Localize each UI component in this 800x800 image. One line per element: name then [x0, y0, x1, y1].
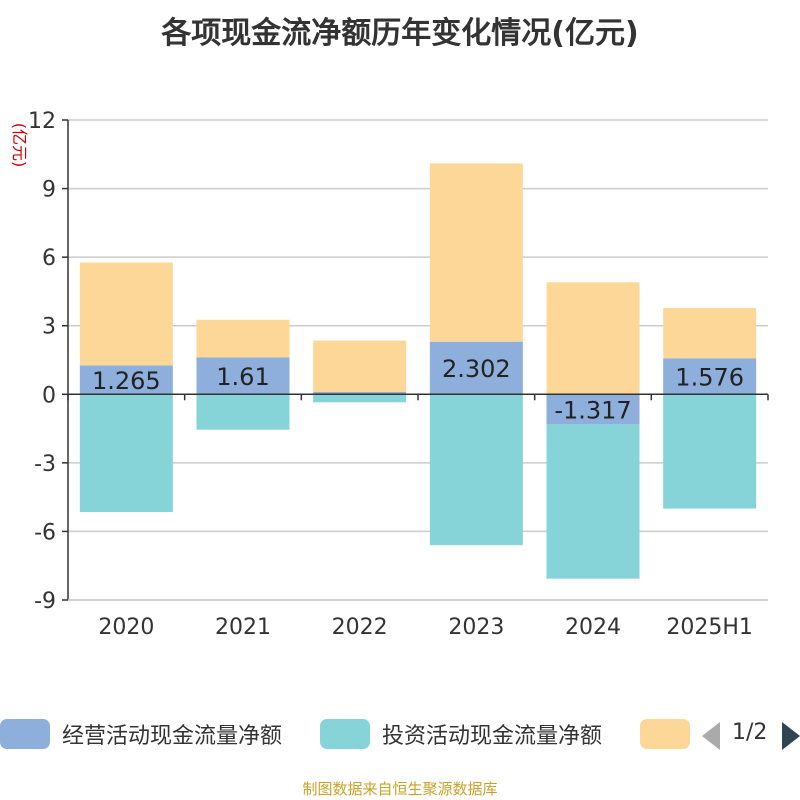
- x-tick-label: 2021: [215, 615, 271, 640]
- data-source-note: 制图数据来自恒生聚源数据库: [302, 780, 498, 798]
- bar-investing: [196, 394, 290, 430]
- legend-swatch-operating: [0, 719, 50, 749]
- bar-financing: [196, 319, 290, 358]
- legend-item-investing[interactable]: 投资活动现金流量净额: [320, 714, 602, 754]
- bar-operating: [313, 392, 407, 395]
- x-tick-label: 2024: [565, 615, 621, 640]
- bar-financing: [79, 262, 173, 366]
- bar-operating: [429, 341, 523, 395]
- bar-data-label: -1.317: [554, 396, 631, 424]
- y-tick-label: -6: [34, 520, 56, 545]
- bar-financing: [429, 163, 523, 342]
- bar-investing: [546, 424, 640, 579]
- y-tick-label: 9: [42, 178, 56, 203]
- y-axis-title: (亿元): [10, 123, 29, 168]
- bar-operating: [196, 357, 290, 395]
- bar-investing: [663, 394, 757, 509]
- bar-data-label: 2.302: [442, 355, 511, 383]
- x-tick-label: 2023: [448, 615, 504, 640]
- x-tick-label: 2020: [98, 615, 154, 640]
- y-tick-label: -3: [34, 452, 56, 477]
- legend-swatch-investing: [320, 719, 370, 749]
- bar-financing: [313, 340, 407, 392]
- y-tick-label: 0: [42, 383, 56, 408]
- legend-label-operating: 经营活动现金流量净额: [62, 724, 283, 749]
- bar-data-label: 1.61: [216, 363, 269, 391]
- chart-plot: 12 9 6 3 0 -3 -6 -9 (亿元) 1.265 1.61 2.302 -1.317 1.57…: [10, 109, 769, 640]
- legend-item-operating[interactable]: 经营活动现金流量净额: [0, 714, 282, 754]
- bar-investing: [429, 394, 523, 546]
- y-tick-label: 6: [42, 246, 56, 271]
- legend-prev-page-icon[interactable]: [702, 722, 720, 750]
- legend-next-page-icon[interactable]: [782, 722, 800, 750]
- x-tick-label: 2022: [332, 615, 388, 640]
- bar-financing: [546, 282, 640, 395]
- chart-title: 各项现金流净额历年变化情况(亿元): [161, 16, 639, 51]
- legend-swatch-financing: [640, 719, 690, 749]
- bar-operating: [663, 358, 757, 395]
- bar-investing: [79, 394, 173, 512]
- bar-operating: [79, 365, 173, 395]
- legend: 经营活动现金流量净额 投资活动现金流量净额 1/2: [0, 714, 800, 754]
- y-tick-label: 3: [42, 315, 56, 340]
- legend-label-investing: 投资活动现金流量净额: [382, 724, 603, 749]
- legend-page-indicator: 1/2: [732, 720, 768, 745]
- bar-operating: [546, 394, 640, 425]
- legend-item-financing[interactable]: [640, 714, 690, 754]
- y-tick-label: -9: [34, 589, 56, 614]
- y-tick-label: 12: [28, 109, 56, 134]
- bar-data-label: 1.265: [92, 367, 161, 395]
- x-tick-label: 2025H1: [666, 615, 753, 640]
- bar-investing: [313, 394, 407, 403]
- bar-financing: [663, 307, 757, 359]
- bar-data-label: 1.576: [675, 363, 744, 391]
